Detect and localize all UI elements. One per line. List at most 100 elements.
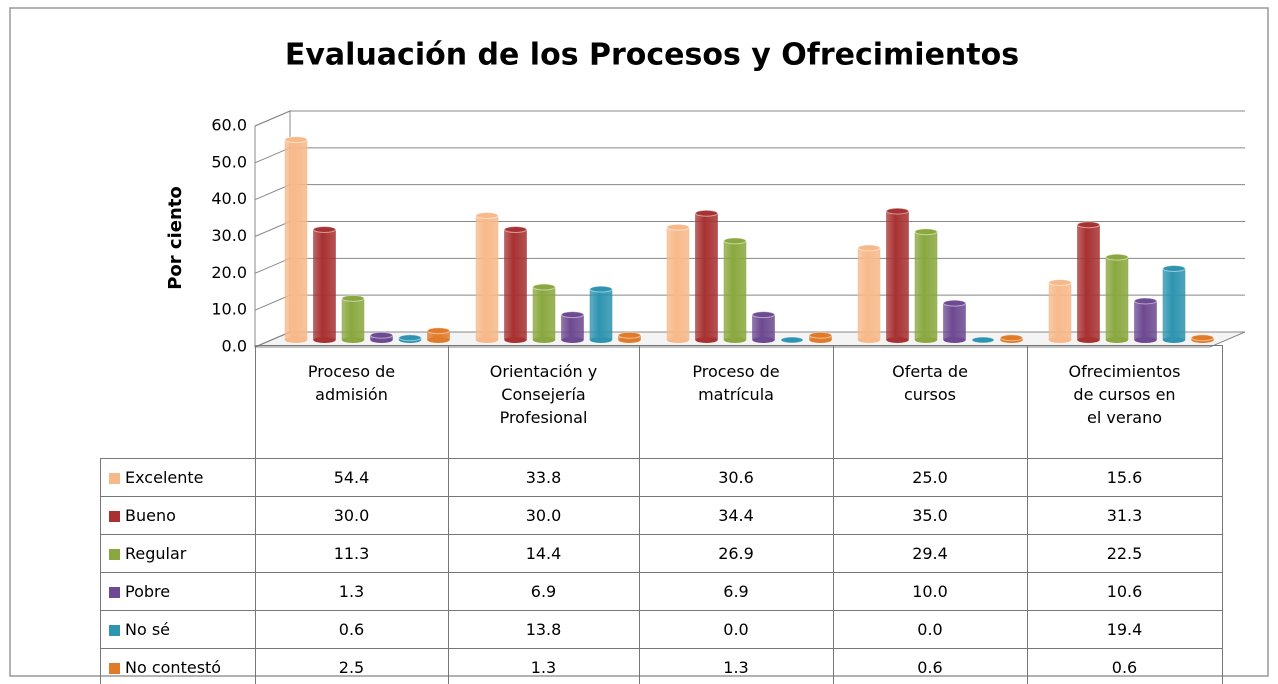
bar <box>943 299 966 343</box>
bar-bottom <box>1134 337 1157 343</box>
bar <box>1077 221 1100 343</box>
bar-bottom <box>533 337 555 343</box>
bar <box>752 311 775 343</box>
y-tick-label: 20.0 <box>211 263 247 282</box>
bar-bottom <box>590 337 612 343</box>
table-row: No sé 0.6 13.8 0.0 0.0 19.4 <box>100 610 1223 649</box>
bar-top <box>1191 334 1214 342</box>
y-axis-title: Por ciento <box>165 186 186 290</box>
bar <box>1000 334 1023 343</box>
bar <box>1191 334 1214 343</box>
y-tick-label: 50.0 <box>211 152 247 171</box>
bar <box>666 223 690 343</box>
bar-top <box>809 331 832 339</box>
bar <box>809 331 832 343</box>
bar <box>886 207 909 343</box>
bar-bottom <box>285 337 307 343</box>
bar-bottom <box>618 337 641 343</box>
bar <box>695 209 718 343</box>
data-label: 30.0 <box>447 496 640 535</box>
bar-top <box>914 228 938 236</box>
bar <box>618 331 641 343</box>
bar-top <box>666 223 690 231</box>
data-label: 30.6 <box>638 458 834 497</box>
bar-bottom <box>752 337 775 343</box>
bar-bottom <box>695 337 718 343</box>
bar <box>1105 253 1129 343</box>
bar-body <box>561 314 584 341</box>
bar-bottom <box>915 337 937 343</box>
bar-bottom <box>1106 337 1128 343</box>
legend-swatch <box>109 625 120 636</box>
table-row: Regular 11.3 14.4 26.9 29.4 22.5 <box>100 534 1223 573</box>
legend-cell: Regular <box>100 534 256 573</box>
table-row: Bueno 30.0 30.0 34.4 35.0 31.3 <box>100 496 1223 535</box>
y-tick-label: 10.0 <box>211 300 247 319</box>
bar-top <box>1000 334 1023 342</box>
table-row: Excelente 54.4 33.8 30.6 25.0 15.6 <box>100 458 1223 497</box>
bar-bottom <box>667 337 689 343</box>
bar-top <box>532 283 556 291</box>
data-label: 15.6 <box>1026 458 1223 497</box>
data-label: 35.0 <box>832 496 1028 535</box>
bar-top <box>1077 221 1100 229</box>
legend-label: Bueno <box>125 506 176 525</box>
data-label: 26.9 <box>638 534 834 573</box>
bar <box>370 331 393 343</box>
bar-top <box>1105 253 1129 261</box>
data-label: 10.0 <box>832 572 1028 611</box>
bar-top <box>1162 265 1186 273</box>
bar <box>780 336 804 344</box>
bar <box>914 228 938 343</box>
bar-top <box>561 311 584 319</box>
bar-bottom <box>809 337 832 343</box>
data-label: 1.3 <box>254 572 449 611</box>
bar-bottom <box>1077 337 1100 343</box>
data-label: 14.4 <box>447 534 640 573</box>
bar-top <box>1134 297 1157 305</box>
bar-bottom <box>370 337 393 343</box>
bar-top <box>857 244 881 252</box>
data-label: 6.9 <box>447 572 640 611</box>
bar-body <box>504 229 527 341</box>
data-label: 0.6 <box>254 610 449 649</box>
bar-bottom <box>1049 337 1071 343</box>
data-label: 1.3 <box>447 648 640 684</box>
bar-top <box>589 285 613 293</box>
bar-bottom <box>342 337 364 343</box>
bar-body <box>943 302 966 341</box>
bar-bottom <box>313 337 336 343</box>
data-label: 0.0 <box>638 610 834 649</box>
bar-top <box>752 311 775 319</box>
bar-body <box>313 229 336 341</box>
bar-body <box>1162 268 1186 341</box>
bar-bottom <box>858 337 880 343</box>
bar <box>427 327 450 343</box>
legend-cell: Bueno <box>100 496 256 535</box>
data-label: 0.6 <box>1026 648 1223 684</box>
legend-cell: No sé <box>100 610 256 649</box>
y-tick-label: 60.0 <box>211 116 247 135</box>
bar-bottom <box>504 337 527 343</box>
bar-top <box>886 207 909 215</box>
bar <box>1048 279 1072 343</box>
legend-label: Regular <box>125 544 187 563</box>
bar <box>1134 297 1157 343</box>
bar-body <box>341 298 365 341</box>
bar-body <box>666 227 690 341</box>
data-label: 0.0 <box>832 610 1028 649</box>
bar-top <box>370 331 393 339</box>
data-label: 11.3 <box>254 534 449 573</box>
bar-body <box>532 286 556 341</box>
legend-swatch <box>109 549 120 560</box>
bar <box>589 285 613 343</box>
bar-top <box>971 336 995 344</box>
data-label: 6.9 <box>638 572 834 611</box>
legend-cell: No contestó <box>100 648 256 684</box>
bar-body <box>695 213 718 341</box>
legend-swatch <box>109 587 120 598</box>
bar <box>504 226 527 343</box>
bar-body <box>1134 300 1157 341</box>
bar-body <box>1048 282 1072 341</box>
bar-body <box>914 231 938 341</box>
